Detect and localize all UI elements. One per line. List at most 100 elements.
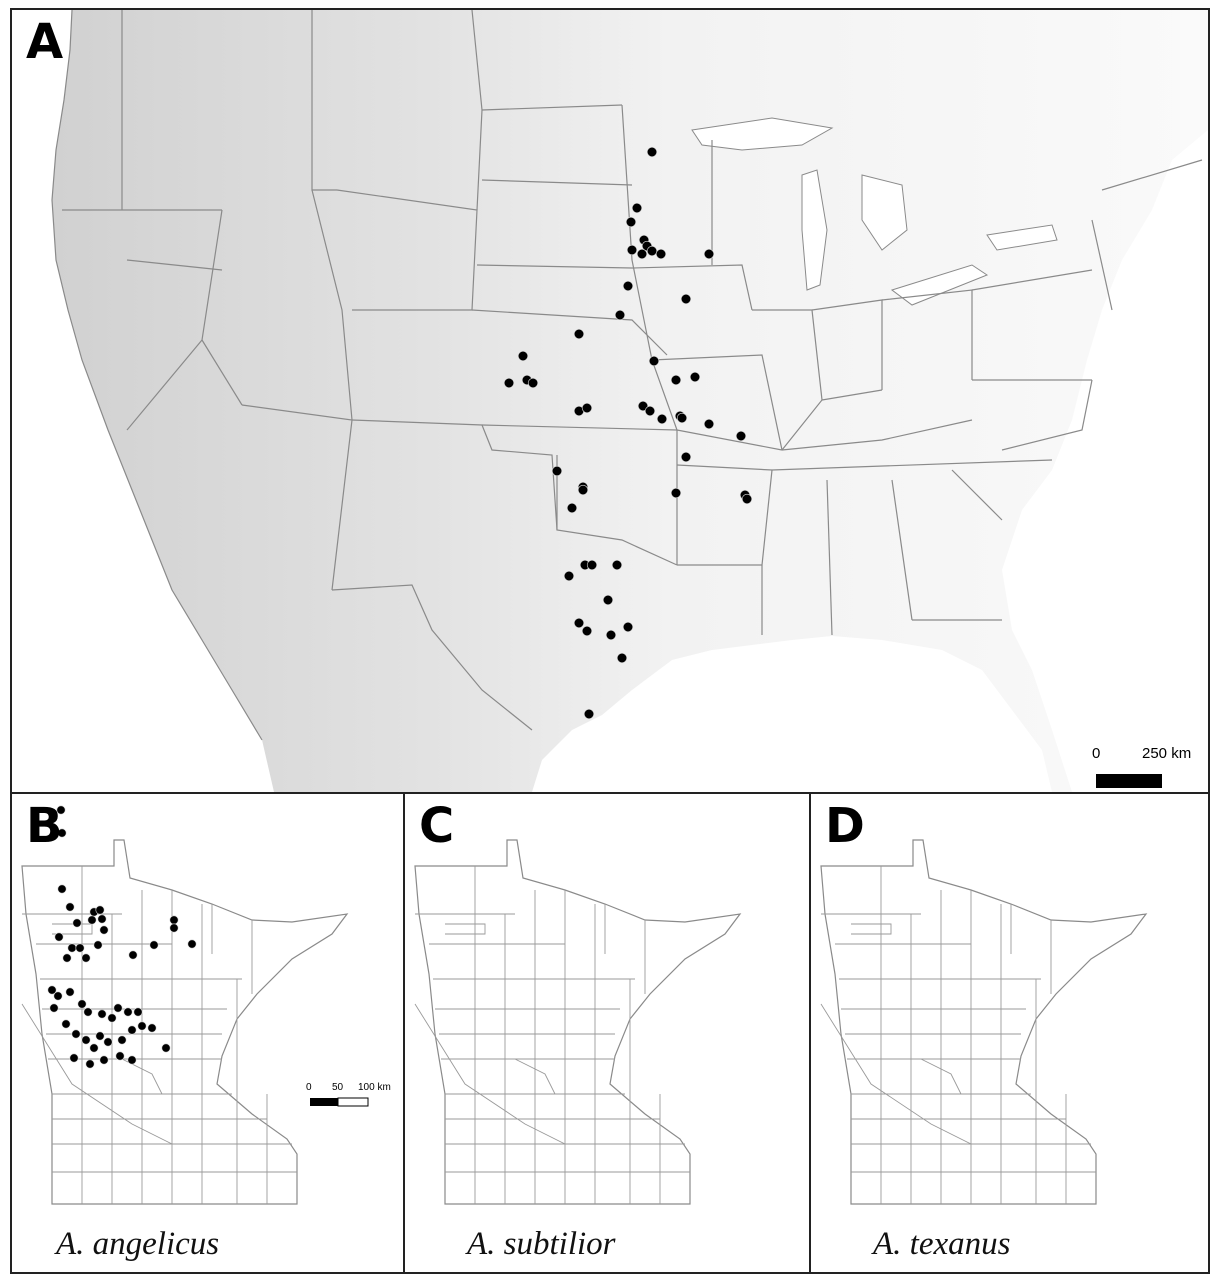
- state-border: [781, 419, 973, 451]
- state-border: [126, 259, 223, 271]
- occurrence-point: [680, 451, 692, 463]
- state-border: [351, 419, 558, 531]
- occurrence-point: [581, 625, 593, 637]
- occurrence-point: [573, 328, 585, 340]
- occurrence-point: [637, 400, 649, 412]
- panel-b-minnesota-map: 0 50 100 km B A. angelicus: [10, 794, 405, 1274]
- lake-superior: [691, 117, 834, 151]
- occurrence-point: [147, 1023, 157, 1033]
- occurrence-point: [95, 1031, 105, 1041]
- occurrence-point: [503, 377, 515, 389]
- state-border: [826, 479, 833, 636]
- occurrence-point: [72, 918, 82, 928]
- state-border: [1001, 379, 1093, 451]
- county-border: [445, 923, 486, 935]
- occurrence-point: [65, 902, 75, 912]
- state-border: [821, 389, 883, 401]
- occurrence-point: [83, 1007, 93, 1017]
- occurrence-point: [99, 1055, 109, 1065]
- state-border: [331, 584, 533, 731]
- occurrence-point: [133, 1007, 143, 1017]
- occurrence-point: [117, 1035, 127, 1045]
- county-border: [514, 1058, 556, 1095]
- occurrence-point: [93, 940, 103, 950]
- county-borders: [820, 839, 1148, 1205]
- lake-michigan: [801, 169, 828, 291]
- occurrence-point: [631, 202, 643, 214]
- occurrence-point: [75, 943, 85, 953]
- occurrence-point: [187, 939, 197, 949]
- occurrence-point: [655, 248, 667, 260]
- occurrence-points: [47, 805, 197, 1069]
- state-border: [481, 104, 623, 111]
- panel-letter-c: C: [419, 798, 455, 854]
- occurrence-point: [107, 1013, 117, 1023]
- county-border: [920, 1058, 962, 1095]
- state-borders: [51, 10, 1203, 741]
- state-border: [891, 479, 913, 621]
- state-border: [676, 429, 783, 451]
- occurrence-point: [644, 405, 656, 417]
- state-border: [631, 264, 753, 311]
- occurrence-point: [67, 943, 77, 953]
- county-borders: [414, 839, 742, 1205]
- occurrence-point: [137, 1021, 147, 1031]
- occurrence-point: [97, 1009, 107, 1019]
- panel-c-minnesota-map: C A. subtilior: [403, 794, 811, 1274]
- scale-zero-label: 0: [306, 1082, 312, 1093]
- occurrence-point: [113, 1003, 123, 1013]
- minnesota-map-c: [414, 839, 742, 1205]
- occurrence-point: [71, 1029, 81, 1039]
- occurrence-point: [735, 430, 747, 442]
- panel-d-minnesota-map: D A. texanus: [809, 794, 1210, 1274]
- occurrence-point: [123, 1007, 133, 1017]
- state-border: [971, 269, 1093, 291]
- occurrence-point: [61, 1019, 71, 1029]
- occurrence-point: [527, 377, 539, 389]
- occurrence-point: [563, 570, 575, 582]
- occurrence-point: [127, 1025, 137, 1035]
- state-border: [556, 455, 678, 566]
- occurrence-point: [89, 1043, 99, 1053]
- occurrence-point: [77, 999, 87, 1009]
- state-border: [481, 179, 633, 186]
- occurrence-point: [47, 985, 57, 995]
- lake-ontario: [986, 224, 1058, 251]
- state-border: [676, 464, 773, 471]
- county-border: [820, 1003, 972, 1145]
- minnesota-outline: [414, 839, 742, 1205]
- occurrence-point: [65, 987, 75, 997]
- lake-erie: [890, 264, 989, 306]
- occurrence-point: [573, 617, 585, 629]
- occurrence-point: [56, 805, 66, 815]
- occurrence-point: [622, 621, 634, 633]
- county-borders: [21, 839, 349, 1205]
- occurrence-point: [622, 280, 634, 292]
- county-border: [851, 923, 892, 935]
- scale-zero-label: 0: [1092, 745, 1100, 762]
- state-border: [1101, 159, 1203, 191]
- occurrence-point: [103, 1037, 113, 1047]
- state-border: [951, 469, 1003, 521]
- county-border: [21, 1003, 173, 1145]
- state-border: [471, 309, 668, 356]
- gulf-of-mexico: [532, 636, 1052, 792]
- state-border: [51, 10, 263, 741]
- occurrence-point: [99, 925, 109, 935]
- scale-mid-label: 50: [332, 1082, 344, 1093]
- lake-huron: [861, 174, 908, 251]
- state-border: [201, 339, 243, 406]
- occurrence-point: [646, 245, 658, 257]
- occurrence-point: [115, 1051, 125, 1061]
- occurrence-point: [169, 923, 179, 933]
- occurrence-point: [670, 374, 682, 386]
- us-map: 0 250 km: [12, 10, 1208, 792]
- occurrence-point: [689, 371, 701, 383]
- occurrence-point: [566, 502, 578, 514]
- occurrence-point: [626, 244, 638, 256]
- occurrence-point: [625, 216, 637, 228]
- occurrence-point: [670, 487, 682, 499]
- occurrence-point: [128, 950, 138, 960]
- occurrence-point: [636, 248, 648, 260]
- occurrence-point: [646, 146, 658, 158]
